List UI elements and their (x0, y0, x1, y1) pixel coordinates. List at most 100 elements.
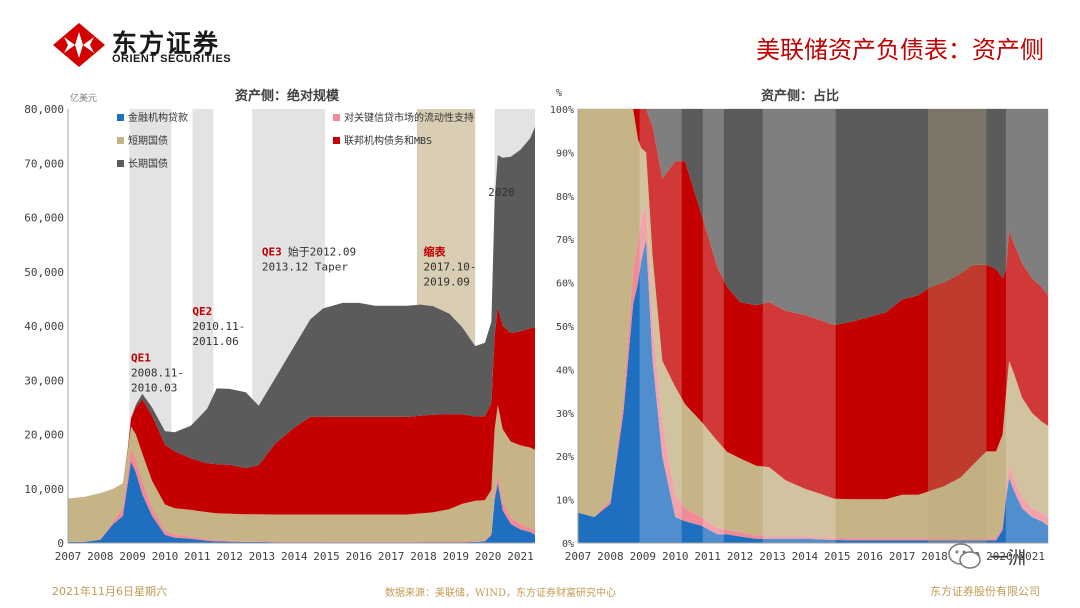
footer-company: 东方证券股份有限公司 (930, 585, 1040, 598)
unit-label: 亿美元 (70, 92, 97, 104)
legend-label-agency_mbs: 联邦机构债务和MBS (344, 134, 432, 147)
y-tick-label: 0% (562, 539, 574, 550)
x-tick-label: 2015 (824, 550, 851, 563)
annotation-2: QE3 始于2012.09 2013.12 Taper (262, 244, 356, 273)
y-tick-label: 40,000 (24, 320, 64, 333)
x-tick-label: 2014 (281, 550, 308, 563)
y-tick-label: 60,000 (24, 212, 64, 225)
band-qe-4 (1005, 109, 1048, 543)
x-tick-label: 2014 (792, 550, 819, 563)
x-tick-label: 2019 (443, 550, 470, 563)
y-tick-label: 20% (556, 452, 574, 463)
x-tick-label: 2007 (565, 550, 592, 563)
chart-absolute-scale: 0 10,000 20,000 30,000 40,000 50,000 60,000 70,… (24, 88, 535, 563)
x-tick-label: 2020 (986, 550, 1013, 563)
legend-label-liquidity: 对关键信贷市场的流动性支持 (344, 111, 474, 124)
x-tick-label: 2008 (597, 550, 624, 563)
x-tick-label: 2017 (889, 550, 916, 563)
x-tick-label: 2021 (1019, 550, 1046, 563)
x-tick-label: 2012 (216, 550, 243, 563)
area-agency_mbs (578, 109, 1048, 500)
axes: 0 10,000 20,000 30,000 40,000 50,000 60,000 70,… (24, 103, 535, 563)
logo-text-en: ORIENT SECURITIES (112, 53, 232, 65)
x-tick-label: 2010 (662, 550, 689, 563)
y-tick-label: 0 (57, 537, 64, 550)
area-loans (578, 239, 1048, 543)
footer-source: 数据来源：美联储，WIND，东方证券财富研究中心 (385, 588, 616, 599)
y-tick-label: 50,000 (24, 266, 64, 279)
legend-swatch-long_treasury (117, 160, 124, 167)
area-short_treasury (578, 109, 1048, 539)
band-qe-1 (702, 109, 724, 543)
x-tick-label: 2021 (507, 550, 534, 563)
legend-swatch-short_treasury (117, 137, 124, 144)
x-tick-label: 2008 (87, 550, 114, 563)
x-tick-label: 2016 (856, 550, 883, 563)
x-tick-label: 2013 (249, 550, 276, 563)
slide-title: 美联储资产负债表：资产侧 (756, 36, 1044, 64)
band-taper-3 (928, 109, 987, 543)
y-tick-label: 90% (556, 148, 574, 159)
y-tick-label: 30,000 (24, 374, 64, 387)
area-long_treasury (68, 126, 535, 499)
x-tick-label: 2020 (475, 550, 502, 563)
logo (52, 22, 252, 68)
band-qe-2 (762, 109, 836, 543)
axes: 0% 10% 20% 30% 40% 50% 60% 70% 80% 90% 100% 2007 200… (550, 105, 1048, 563)
y-tick-label: 20,000 (24, 429, 64, 442)
stacked-areas (68, 126, 535, 543)
x-tick-label: 2013 (759, 550, 786, 563)
logo-mark-icon (53, 23, 105, 67)
annotation-4: 2020 (488, 186, 515, 199)
logo-text-cn: 东方证券 (112, 29, 221, 58)
wechat-watermark: 一洲 (948, 540, 1048, 574)
y-tick-label: 40% (556, 365, 574, 376)
legend-swatch-loans (117, 114, 124, 121)
chart-title: 资产侧：占比 (761, 88, 839, 104)
x-tick-label: 2011 (184, 550, 211, 563)
y-tick-label: 70% (556, 235, 574, 246)
footer-date: 2021年11月6日星期六 (52, 585, 167, 598)
y-tick-label: 50% (556, 322, 574, 333)
unit-label: % (556, 88, 562, 99)
x-tick-label: 2010 (152, 550, 179, 563)
y-tick-label: 100% (550, 105, 574, 116)
y-tick-label: 70,000 (24, 157, 64, 170)
annotation-1: QE2 2010.11-2011.06 (192, 305, 245, 348)
x-tick-label: 2009 (630, 550, 657, 563)
legend-label-loans: 金融机构贷款 (128, 111, 188, 124)
legend-swatch-liquidity (333, 114, 340, 121)
x-tick-label: 2009 (119, 550, 146, 563)
y-tick-label: 10,000 (24, 483, 64, 496)
annotation-0: QE1 2008.11-2010.03 (131, 351, 184, 394)
chart-title: 资产侧：绝对规模 (235, 88, 340, 104)
legend-label-long_treasury: 长期国债 (128, 157, 168, 170)
watermark-text: 一洲 (990, 548, 1026, 569)
legend-swatch-agency_mbs (333, 137, 340, 144)
wechat-icon (948, 543, 981, 569)
y-tick-label: 10% (556, 496, 574, 507)
area-short_treasury (68, 404, 535, 542)
x-tick-label: 2017 (378, 550, 405, 563)
x-tick-label: 2016 (346, 550, 373, 563)
area-loans (68, 461, 535, 543)
annotation-3: 缩表 2017.10-2019.09 (424, 244, 477, 288)
x-tick-label: 2011 (694, 550, 721, 563)
y-tick-label: 60% (556, 279, 574, 290)
area-long_treasury (578, 109, 1048, 326)
band-qe-0 (639, 109, 682, 543)
y-tick-label: 30% (556, 409, 574, 420)
stacked-areas (578, 109, 1048, 543)
x-tick-label: 2018 (410, 550, 437, 563)
chart-share: 0% 10% 20% 30% 40% 50% 60% 70% 80% 90% 100% 2007 200… (550, 88, 1049, 563)
x-tick-label: 2012 (727, 550, 754, 563)
area-agency_mbs (68, 307, 535, 515)
x-tick-label: 2015 (313, 550, 340, 563)
x-tick-label: 2007 (55, 550, 82, 563)
y-tick-label: 80% (556, 192, 574, 203)
legend-label-short_treasury: 短期国债 (128, 134, 168, 147)
x-tick-label: 2018 (921, 550, 948, 563)
